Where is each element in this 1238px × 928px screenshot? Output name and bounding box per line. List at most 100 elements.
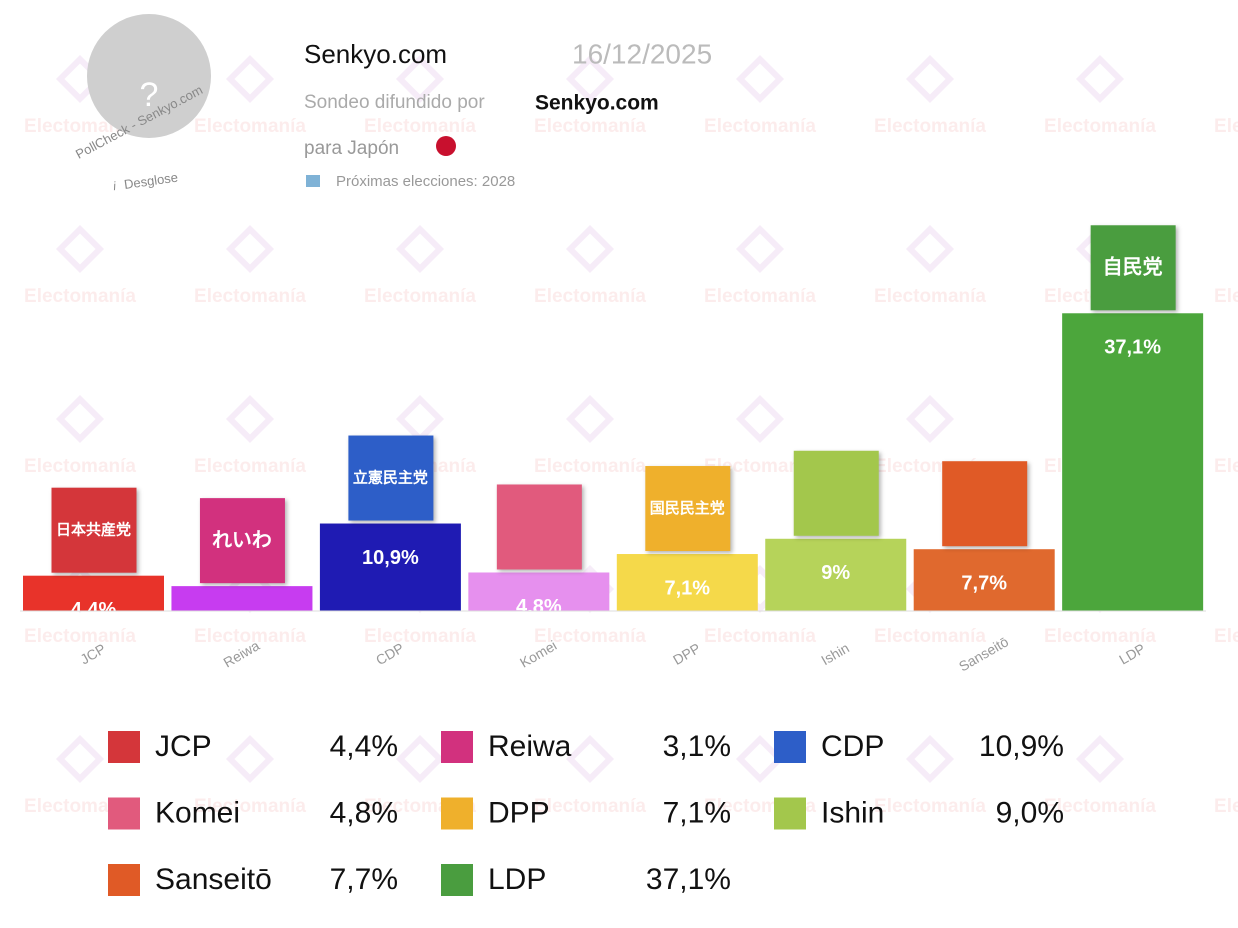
watermark: Electomanía bbox=[194, 456, 306, 477]
watermark: Electomanía bbox=[194, 286, 306, 307]
legend-name: Sanseitō bbox=[155, 863, 272, 896]
legend-name: DPP bbox=[488, 796, 550, 829]
party-logo bbox=[645, 466, 731, 552]
watermark: Electomanía bbox=[24, 626, 136, 647]
bar-value-label: 37,1% bbox=[1104, 337, 1161, 359]
breakdown[interactable]: Desglose bbox=[123, 170, 179, 192]
party-logo bbox=[942, 461, 1028, 547]
bar-value-label: 7,1% bbox=[665, 577, 711, 599]
watermark: Electomanía bbox=[534, 626, 646, 647]
flag bbox=[436, 136, 456, 156]
pollster: Senkyo.com bbox=[535, 92, 659, 115]
watermark: Electomanía bbox=[1214, 796, 1238, 817]
bar-value-label: 4,4% bbox=[71, 599, 117, 621]
x-tick-label: DPP bbox=[670, 640, 703, 668]
bar bbox=[765, 538, 907, 611]
watermark-icon bbox=[395, 734, 445, 784]
legend-value: 3,1% bbox=[663, 730, 731, 763]
watermark-icon bbox=[1075, 734, 1125, 784]
watermark-icon bbox=[905, 54, 955, 104]
logo-text: 立憲民主党 bbox=[353, 468, 428, 486]
legend-name: CDP bbox=[821, 730, 884, 763]
watermark: Electomanía bbox=[364, 116, 476, 137]
watermark: Electomanía bbox=[874, 286, 986, 307]
watermark-icon bbox=[55, 394, 105, 444]
bar bbox=[1062, 313, 1204, 611]
watermark: Electomanía bbox=[1044, 626, 1156, 647]
legend-icon bbox=[774, 731, 806, 763]
watermark: Electomanía bbox=[874, 626, 986, 647]
logo-text: 自民党 bbox=[1103, 255, 1163, 279]
watermark: Electomanía bbox=[704, 286, 816, 307]
watermark-icon bbox=[905, 224, 955, 274]
watermark-icon bbox=[225, 54, 275, 104]
logo-text: 国民民主党 bbox=[650, 499, 725, 517]
bar-value-label: 10,9% bbox=[362, 547, 419, 569]
plot: 4,4% 3,1% 10,9% 4,8% 7,1% 9% 7,7% 37,1% bbox=[23, 313, 1204, 631]
watermark: Electomanía bbox=[1044, 116, 1156, 137]
legend-value: 4,4% bbox=[330, 730, 398, 763]
party-logo bbox=[51, 487, 137, 573]
watermark-icon bbox=[225, 394, 275, 444]
watermark-icon bbox=[1075, 54, 1125, 104]
watermark: Electomanía bbox=[534, 456, 646, 477]
bar-value-label: 9% bbox=[821, 562, 850, 584]
watermark-icon bbox=[225, 734, 275, 784]
watermark-icon bbox=[395, 224, 445, 274]
watermark-icon bbox=[565, 734, 615, 784]
legend-value: 7,1% bbox=[663, 796, 731, 829]
legend-icon bbox=[441, 797, 473, 830]
country: para Japón bbox=[304, 138, 399, 159]
ballot-icon bbox=[306, 175, 320, 187]
legend-value: 10,9% bbox=[979, 730, 1064, 763]
watermark: Electomanía bbox=[24, 286, 136, 307]
watermark-icon bbox=[735, 394, 785, 444]
released-by: Sondeo difundido por bbox=[304, 92, 485, 113]
watermark: Electomanía bbox=[534, 796, 646, 817]
legend-icon bbox=[774, 797, 806, 830]
bar bbox=[319, 523, 461, 611]
watermark: Electomanía bbox=[704, 116, 816, 137]
watermark: Electomanía bbox=[364, 286, 476, 307]
watermark-icon bbox=[735, 734, 785, 784]
legend-icon bbox=[441, 864, 473, 896]
watermark-icon bbox=[565, 224, 615, 274]
legend-icon bbox=[108, 864, 140, 896]
watermark: Electomanía bbox=[24, 456, 136, 477]
legend-value: 37,1% bbox=[646, 863, 731, 896]
legend-name: Ishin bbox=[821, 796, 884, 829]
x-tick-label: Ishin bbox=[818, 640, 852, 669]
legend-icon bbox=[108, 797, 140, 830]
info-icon: i bbox=[112, 179, 117, 193]
avatar bbox=[87, 14, 211, 138]
watermark: Electomanía bbox=[874, 116, 986, 137]
logo-text: 日本共産党 bbox=[56, 521, 131, 539]
legend-icon bbox=[441, 731, 473, 763]
party-logo bbox=[348, 435, 434, 521]
legend-name: Reiwa bbox=[488, 730, 572, 763]
legend-value: 9,0% bbox=[996, 796, 1064, 829]
watermarks: Electomanía Electomanía Electomanía Electom… bbox=[24, 54, 1238, 817]
bar bbox=[23, 575, 164, 611]
watermark: Electomanía bbox=[194, 796, 306, 817]
watermark: Electomanía bbox=[1214, 286, 1238, 307]
legend-value: 7,7% bbox=[330, 863, 398, 896]
logo-text: れいわ bbox=[212, 528, 272, 551]
watermark-icon bbox=[55, 224, 105, 274]
watermark: Electomanía bbox=[534, 116, 646, 137]
bar-value-label: 4,8% bbox=[516, 596, 562, 618]
watermark: Electomanía bbox=[194, 116, 306, 137]
site: Senkyo.com bbox=[304, 39, 447, 69]
watermark: Electomanía bbox=[1214, 626, 1238, 647]
bar bbox=[171, 586, 313, 611]
watermark-icon bbox=[225, 224, 275, 274]
watermark: Electomanía bbox=[704, 626, 816, 647]
party-logo bbox=[1090, 225, 1176, 311]
watermark-icon bbox=[565, 54, 615, 104]
legend-name: JCP bbox=[155, 730, 212, 763]
bar-value-label: 3,1% bbox=[219, 609, 265, 631]
watermark-icon bbox=[735, 54, 785, 104]
watermark-icon bbox=[395, 394, 445, 444]
watermark: Electomanía bbox=[874, 796, 986, 817]
watermark: Electomanía bbox=[1214, 116, 1238, 137]
